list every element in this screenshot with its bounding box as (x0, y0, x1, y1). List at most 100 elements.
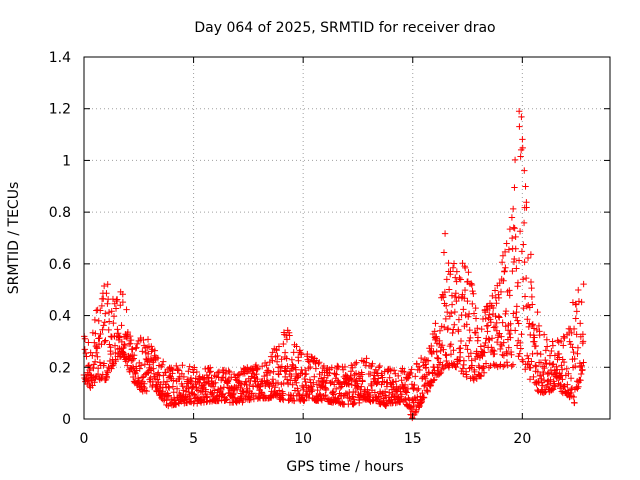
data-point (447, 350, 455, 358)
data-point (114, 296, 121, 303)
data-point (530, 325, 538, 332)
data-point (207, 368, 214, 375)
data-point (405, 374, 412, 382)
data-point (504, 361, 511, 369)
data-point (180, 373, 188, 381)
data-point (421, 356, 429, 363)
data-point (120, 351, 127, 358)
data-point (112, 357, 119, 365)
data-point (302, 378, 309, 386)
data-point (144, 350, 152, 358)
data-point (143, 387, 150, 395)
data-point (200, 375, 207, 383)
data-point (311, 373, 318, 380)
data-point (233, 386, 241, 393)
data-point (265, 381, 272, 388)
data-point (136, 365, 143, 372)
data-point (218, 374, 226, 382)
data-point (323, 377, 330, 384)
data-point (130, 352, 138, 359)
data-point (531, 334, 538, 341)
data-point (550, 360, 557, 368)
data-point (572, 315, 579, 322)
data-point (273, 347, 280, 354)
data-point (555, 354, 563, 361)
data-point (313, 381, 321, 388)
data-point (557, 337, 565, 345)
data-point (407, 403, 415, 411)
data-point (529, 301, 536, 308)
data-point (435, 355, 442, 362)
data-point (498, 333, 505, 340)
data-point (351, 360, 359, 368)
data-point (386, 389, 393, 396)
data-point (526, 375, 534, 383)
data-point (579, 331, 587, 338)
data-point (502, 264, 509, 271)
data-point (527, 278, 535, 286)
data-point (132, 370, 139, 378)
data-point (515, 257, 523, 264)
data-point (512, 314, 520, 321)
data-point (401, 381, 409, 389)
data-point (118, 322, 125, 329)
data-point (414, 393, 421, 401)
data-point (217, 384, 224, 392)
data-point (517, 339, 524, 347)
data-point (398, 377, 405, 384)
data-point (573, 308, 580, 315)
data-point (115, 334, 123, 341)
data-point (170, 377, 177, 384)
data-point (485, 335, 492, 343)
data-point (367, 370, 374, 378)
data-point (513, 265, 520, 272)
data-point (330, 391, 337, 398)
plot-frame (83, 56, 611, 420)
data-point (283, 368, 290, 375)
data-point (497, 288, 505, 296)
data-point (443, 352, 450, 359)
data-point (529, 350, 536, 358)
data-point (123, 306, 130, 313)
data-point (289, 361, 296, 368)
data-point (302, 371, 309, 378)
data-point (446, 313, 454, 320)
data-point (441, 288, 449, 296)
data-point (173, 362, 180, 370)
data-point (513, 303, 521, 310)
data-point (119, 291, 126, 298)
data-point (473, 375, 480, 382)
data-point (137, 362, 145, 369)
data-point (525, 355, 532, 362)
data-point (129, 345, 136, 353)
data-point (517, 345, 524, 352)
data-point (489, 346, 496, 354)
data-point (491, 287, 499, 294)
data-point (512, 245, 519, 252)
data-point (305, 358, 312, 365)
data-point (206, 369, 213, 376)
data-point (476, 364, 483, 371)
data-point (464, 346, 471, 353)
data-point (394, 394, 402, 402)
data-point (196, 379, 203, 386)
data-point (477, 372, 485, 380)
data-point (495, 313, 502, 320)
data-point (304, 350, 311, 358)
data-point (374, 378, 381, 386)
data-point (469, 300, 476, 308)
data-point (141, 361, 149, 368)
data-point (486, 311, 493, 318)
data-point (533, 350, 541, 357)
data-point (493, 338, 501, 346)
data-point (222, 396, 229, 404)
data-point (512, 233, 519, 241)
data-point (290, 349, 297, 356)
data-point (514, 317, 521, 324)
data-point (567, 375, 575, 382)
data-point (170, 389, 177, 396)
data-point (563, 365, 570, 372)
data-point (332, 385, 340, 393)
data-point (567, 389, 574, 397)
data-point (121, 350, 129, 358)
